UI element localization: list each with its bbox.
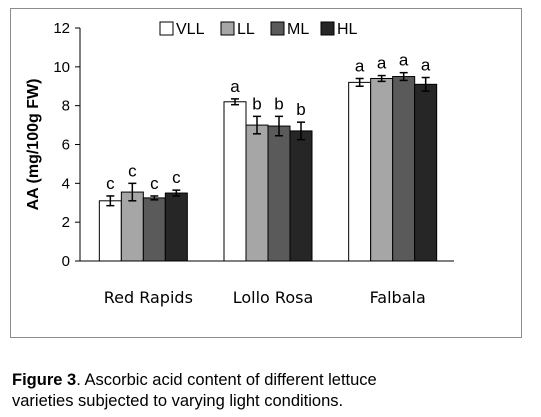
x-category-label: Red Rapids — [104, 288, 193, 307]
bar — [392, 76, 416, 262]
bar — [164, 192, 188, 262]
significance-label: c — [106, 174, 115, 193]
legend-swatch — [320, 21, 335, 36]
significance-label: a — [399, 51, 409, 70]
legend-swatch — [270, 21, 285, 36]
x-category-label: Falbala — [370, 288, 426, 307]
legend-label: VLL — [176, 21, 205, 38]
caption-line-2: varieties subjected to varying light con… — [12, 392, 344, 410]
significance-label: c — [172, 168, 181, 187]
bar — [414, 83, 438, 262]
significance-label: b — [296, 100, 305, 119]
y-tick-label: 2 — [62, 214, 70, 231]
y-axis-title: AA (mg/100g FW) — [25, 79, 42, 211]
bar — [267, 125, 291, 262]
bar — [348, 81, 372, 262]
significance-label: b — [274, 94, 283, 113]
legend-label: HL — [337, 21, 358, 38]
y-tick-label: 4 — [62, 175, 70, 192]
y-tick-label: 10 — [53, 59, 70, 76]
bar — [98, 200, 122, 262]
bar — [289, 130, 313, 262]
legend-swatch — [220, 21, 235, 36]
bar — [142, 197, 166, 262]
significance-label: a — [355, 56, 365, 75]
legend-label: LL — [237, 21, 255, 38]
y-tick-label: 8 — [62, 98, 70, 115]
y-tick-label: 6 — [62, 137, 70, 154]
significance-label: a — [421, 56, 431, 75]
x-category-label: Lollo Rosa — [233, 288, 314, 307]
bar — [370, 77, 394, 262]
y-tick-label: 12 — [53, 20, 70, 37]
legend-swatch — [159, 21, 174, 36]
caption-line-1: . Ascorbic acid content of different let… — [76, 371, 377, 389]
bar — [223, 101, 247, 262]
significance-label: c — [128, 161, 137, 180]
significance-label: b — [252, 94, 261, 113]
significance-label: a — [230, 77, 240, 96]
legend-label: ML — [287, 21, 309, 38]
significance-label: a — [377, 54, 387, 73]
significance-label: c — [150, 174, 159, 193]
figure-caption: Figure 3. Ascorbic acid content of diffe… — [12, 370, 532, 412]
bar — [120, 191, 144, 262]
caption-figure-number: Figure 3 — [12, 371, 77, 389]
y-tick-label: 0 — [62, 253, 70, 270]
bar — [245, 124, 269, 262]
